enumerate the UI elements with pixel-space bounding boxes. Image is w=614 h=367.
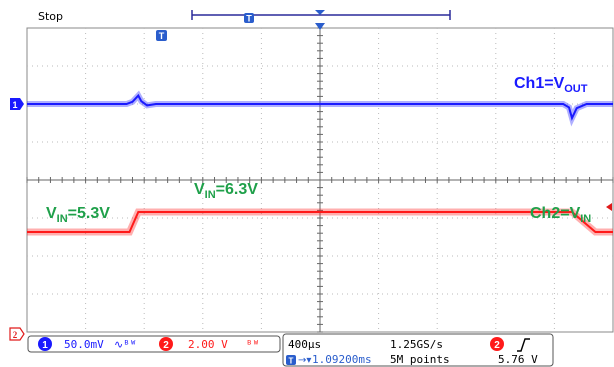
record-trigger-marker: T bbox=[244, 13, 254, 24]
svg-text:1: 1 bbox=[42, 340, 48, 351]
channel-readout-panel[interactable]: 1 50.0mV ∿ᴮᵂ 2 2.00 V ᴮᵂ bbox=[27, 335, 281, 353]
horizontal-position-icon[interactable] bbox=[315, 23, 325, 30]
svg-text:1: 1 bbox=[12, 100, 17, 110]
svg-text:2: 2 bbox=[494, 340, 500, 351]
ch1-annotation: Ch1=VOUT bbox=[514, 75, 588, 95]
acquisition-status: Stop bbox=[38, 10, 63, 23]
rising-edge-icon bbox=[517, 338, 530, 352]
svg-text:1.09200ms: 1.09200ms bbox=[312, 353, 372, 366]
ac-coupling-icon: ∿ᴮᵂ bbox=[114, 338, 136, 351]
trigger-source-readout[interactable]: 2 bbox=[490, 337, 530, 352]
record-view-icon bbox=[315, 10, 325, 15]
record-position-bar[interactable] bbox=[191, 10, 451, 20]
ch2-scale-readout[interactable]: 2 2.00 V ᴮᵂ bbox=[159, 337, 259, 351]
horizontal-trigger-readout-panel[interactable]: 400µs 1.25GS/s 2 T →▾ 1.09200ms 5M point… bbox=[282, 333, 554, 367]
ch1-scale-readout[interactable]: 1 50.0mV ∿ᴮᵂ bbox=[38, 337, 136, 351]
svg-text:T: T bbox=[246, 14, 252, 24]
vin-high-annotation: VIN=6.3V bbox=[194, 181, 258, 201]
timebase-readout[interactable]: 400µs bbox=[288, 338, 321, 351]
bandwidth-limit-icon: ᴮᵂ bbox=[246, 338, 259, 351]
svg-text:2: 2 bbox=[13, 330, 18, 340]
trigger-position-marker[interactable]: T bbox=[156, 30, 167, 41]
horizontal-position-readout[interactable]: T →▾ 1.09200ms bbox=[286, 353, 372, 366]
graticule bbox=[26, 27, 614, 333]
ch2-trace bbox=[27, 211, 613, 233]
vin-low-annotation: VIN=5.3V bbox=[46, 205, 110, 225]
trigger-level-readout[interactable]: 5.76 V bbox=[498, 353, 538, 366]
svg-text:2.00 V: 2.00 V bbox=[188, 338, 228, 351]
position-arrow-icon: →▾ bbox=[298, 355, 311, 366]
svg-text:50.0mV: 50.0mV bbox=[64, 338, 104, 351]
record-length-readout: 5M points bbox=[390, 353, 450, 366]
sample-rate-readout: 1.25GS/s bbox=[390, 338, 443, 351]
ch2-ground-marker[interactable]: 2 bbox=[9, 327, 25, 341]
ch1-trace bbox=[27, 93, 613, 121]
svg-text:2: 2 bbox=[163, 340, 169, 351]
svg-text:T: T bbox=[159, 31, 165, 41]
ch1-ground-marker[interactable]: 1 bbox=[10, 98, 24, 110]
trigger-level-icon[interactable] bbox=[606, 203, 612, 211]
ch2-annotation: Ch2=VIN bbox=[530, 205, 591, 225]
svg-text:T: T bbox=[289, 357, 294, 366]
waveform-traces bbox=[27, 90, 613, 236]
